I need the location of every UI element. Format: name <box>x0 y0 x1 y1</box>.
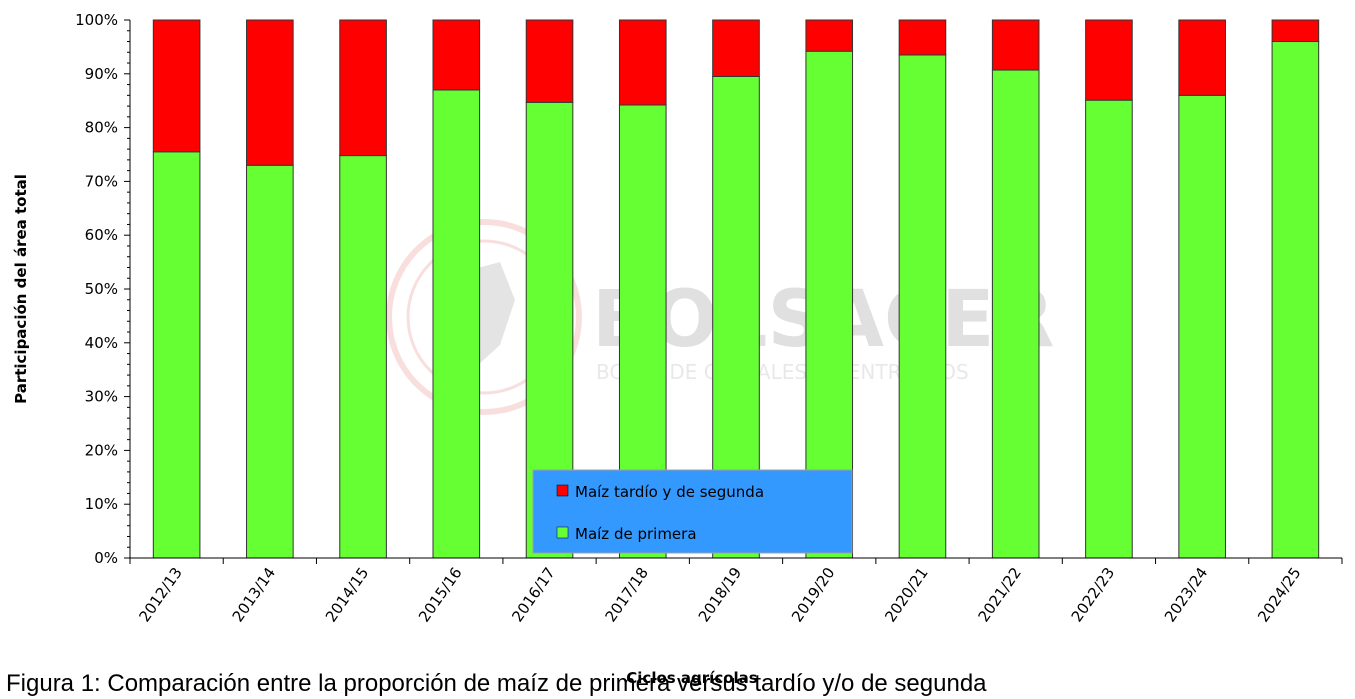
legend: Maíz tardío y de segunda Maíz de primera <box>532 469 853 554</box>
x-tick-label: 2013/14 <box>229 564 279 625</box>
x-tick-label: 2012/13 <box>135 564 185 625</box>
x-tick-label: 2016/17 <box>508 564 558 625</box>
legend-swatch-tardio <box>556 484 569 497</box>
y-tick-label: 0% <box>94 549 118 567</box>
bar-tardio <box>1271 19 1320 43</box>
bar-primera <box>432 89 481 559</box>
bar-tardio <box>898 19 947 56</box>
y-tick-label: 80% <box>85 119 118 137</box>
legend-label-tardio: Maíz tardío y de segunda <box>575 483 764 501</box>
y-tick-label: 40% <box>85 334 118 352</box>
x-axis: 2012/13 2013/14 2014/15 2015/16 2016/17 2017/… <box>129 557 1343 625</box>
y-tick-label: 90% <box>85 65 118 83</box>
x-tick-label: 2023/24 <box>1161 564 1211 625</box>
legend-swatch-primera <box>556 526 569 539</box>
bar-primera <box>898 54 947 559</box>
bar-primera <box>152 151 201 559</box>
bar-primera <box>1085 99 1133 559</box>
bar-tardio <box>805 19 854 52</box>
bar-tardio <box>618 19 667 106</box>
bar-tardio <box>712 19 760 77</box>
bar-tardio <box>991 19 1040 71</box>
legend-label-primera: Maíz de primera <box>575 525 697 543</box>
bar-primera <box>1178 94 1226 559</box>
x-tick-label: 2022/23 <box>1068 564 1118 625</box>
x-tick-label: 2015/16 <box>415 564 465 625</box>
y-tick-label: 20% <box>85 441 118 459</box>
watermark-seal <box>386 219 582 415</box>
bar-tardio <box>246 19 294 166</box>
x-tick-label: 2021/22 <box>974 564 1024 625</box>
bar-tardio <box>152 19 201 153</box>
bar-primera <box>1271 41 1320 559</box>
x-tick-label: 2018/19 <box>695 564 745 625</box>
y-tick-label: 30% <box>85 388 118 406</box>
bar-primera <box>246 164 294 559</box>
bar-tardio <box>432 19 481 91</box>
y-tick-label: 70% <box>85 172 118 190</box>
y-tick-label: 100% <box>75 11 118 29</box>
figure-caption: Figura 1: Comparación entre la proporció… <box>6 670 987 697</box>
bar-tardio <box>1178 19 1226 96</box>
x-tick-label: 2019/20 <box>788 564 838 625</box>
bar-primera <box>991 69 1040 559</box>
x-tick-label: 2024/25 <box>1254 564 1304 625</box>
legend-box <box>532 469 853 554</box>
x-tick-label: 2014/15 <box>322 564 372 625</box>
y-tick-label: 50% <box>85 280 118 298</box>
y-axis-title: Participación del área total <box>12 174 30 404</box>
x-tick-label: 2017/18 <box>602 564 652 625</box>
bar-primera <box>339 155 387 559</box>
bar-tardio <box>525 19 574 103</box>
x-tick-label: 2020/21 <box>881 564 931 625</box>
bar-tardio <box>339 19 387 157</box>
y-tick-label: 60% <box>85 226 118 244</box>
x-axis-title: Ciclos agrícolas <box>626 669 757 687</box>
y-axis: 0% 10% 20% 30% 40% 50% 60% 70% 80% 90% 100% <box>75 11 131 567</box>
y-tick-label: 10% <box>85 495 118 513</box>
bar-tardio <box>1085 19 1133 101</box>
bars <box>152 19 1320 559</box>
